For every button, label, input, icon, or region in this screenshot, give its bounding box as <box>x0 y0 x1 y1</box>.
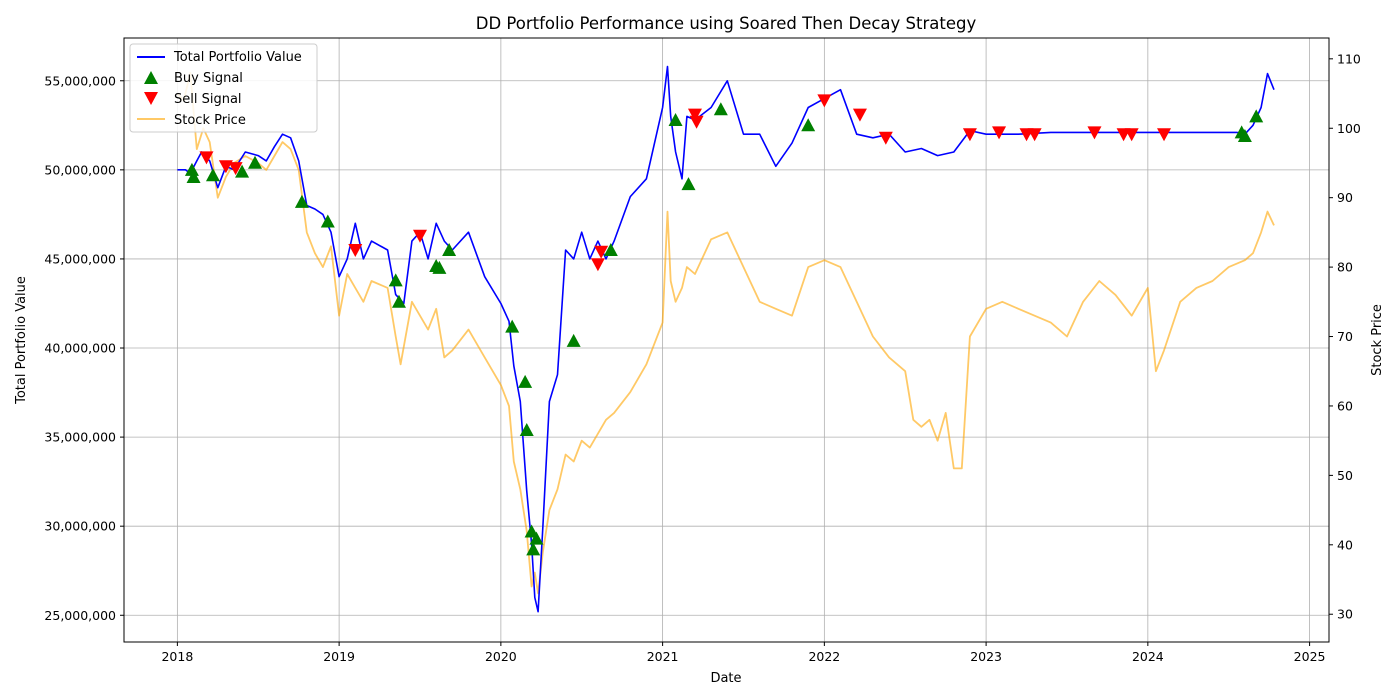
x-tick-label: 2021 <box>647 649 679 664</box>
x-tick-label: 2020 <box>485 649 517 664</box>
stock-price-line <box>176 71 1275 595</box>
sell-signal-marker <box>878 131 893 145</box>
y2-tick-label: 110 <box>1337 51 1361 66</box>
y2-tick-label: 60 <box>1337 398 1353 413</box>
sell-signal-marker <box>594 245 609 259</box>
legend-box <box>129 43 318 133</box>
buy-signal-marker <box>186 169 201 183</box>
sell-signal-marker <box>1027 128 1042 142</box>
sell-signal-marker <box>228 162 243 176</box>
buy-signal-marker <box>442 243 457 257</box>
x-tick-label: 2019 <box>323 649 355 664</box>
stock-price-layer <box>176 71 1275 595</box>
x-tick-layer: 2018 2019 2020 2021 2022 2023 2024 2025 <box>161 642 1325 664</box>
y-tick-label: 45,000,000 <box>44 251 116 266</box>
sell-signal-marker <box>817 94 832 108</box>
y-tick-label: 40,000,000 <box>44 341 116 356</box>
y2-tick-label: 90 <box>1337 190 1353 205</box>
y2-axis-label: Stock Price <box>1370 304 1385 376</box>
y2-tick-label: 80 <box>1337 260 1353 275</box>
buy-signal-marker <box>519 422 534 436</box>
x-tick-label: 2022 <box>808 649 840 664</box>
buy-signal-marker <box>432 260 447 274</box>
y-tick-label: 25,000,000 <box>44 608 116 623</box>
buy-signal-marker <box>529 531 544 545</box>
legend-portfolio-label: Total Portfolio Value <box>173 50 302 65</box>
buy-signal-marker <box>294 194 309 208</box>
x-tick-label: 2024 <box>1132 649 1164 664</box>
buy-signal-marker <box>248 155 263 169</box>
buy-signal-marker <box>1237 128 1252 142</box>
sell-signal-marker <box>687 108 702 122</box>
buy-signal-marker <box>518 374 533 388</box>
buy-signal-marker <box>668 112 683 126</box>
y2-tick-label: 50 <box>1337 468 1353 483</box>
buy-signal-marker <box>801 118 816 132</box>
y2-tick-label: 100 <box>1337 121 1361 136</box>
sell-signal-marker <box>689 115 704 129</box>
buy-signal-marker <box>566 333 581 347</box>
sell-signal-marker <box>1087 126 1102 140</box>
buy-signal-marker <box>1249 109 1264 123</box>
legend-buy-label: Buy Signal <box>174 71 243 86</box>
sell-signal-marker <box>962 128 977 142</box>
y-axis-label: Total Portfolio Value <box>14 276 29 405</box>
buy-signal-marker <box>184 162 199 176</box>
buy-signal-marker <box>388 273 403 287</box>
legend-buy-swatch <box>144 71 158 84</box>
portfolio-value-line <box>177 65 1275 613</box>
sell-signal-marker <box>1124 128 1139 142</box>
y-tick-label: 50,000,000 <box>44 162 116 177</box>
x-axis-label: Date <box>710 671 741 686</box>
buy-signal-marker <box>205 168 220 182</box>
buy-signal-marker <box>320 214 335 228</box>
grid-layer <box>124 38 1329 642</box>
x-tick-label: 2023 <box>970 649 1002 664</box>
buy-signal-marker <box>391 294 406 308</box>
buy-signal-marker <box>526 542 541 556</box>
x-tick-label: 2018 <box>161 649 193 664</box>
y2-tick-label: 30 <box>1337 607 1353 622</box>
legend: Total Portfolio Value Buy Signal Sell Si… <box>129 43 318 133</box>
sell-signal-marker <box>412 229 427 243</box>
y-tick-label: 35,000,000 <box>44 430 116 445</box>
sell-signal-marker <box>199 151 214 165</box>
y-tick-label: 30,000,000 <box>44 519 116 534</box>
sell-signal-marker <box>992 126 1007 140</box>
legend-sell-swatch <box>144 92 158 105</box>
buy-signal-marker <box>235 164 250 178</box>
sell-signal-marker <box>348 244 363 258</box>
y2-tick-label: 40 <box>1337 537 1353 552</box>
sell-signal-marker <box>1157 128 1172 142</box>
legend-sell-label: Sell Signal <box>174 92 242 107</box>
sell-signal-marker <box>590 258 605 272</box>
buy-signal-marker <box>505 319 520 333</box>
y2-tick-layer: 30 40 50 60 70 80 90 100 110 <box>1329 51 1361 622</box>
buy-signal-marker <box>713 102 728 116</box>
portfolio-value-layer <box>177 65 1275 613</box>
sell-signal-marker <box>852 108 867 122</box>
signal-marker-layer <box>184 94 1264 556</box>
y2-tick-label: 70 <box>1337 329 1353 344</box>
buy-signal-marker <box>603 243 618 257</box>
chart-title: DD Portfolio Performance using Soared Th… <box>476 14 977 33</box>
x-tick-label: 2025 <box>1294 649 1326 664</box>
y-tick-label: 55,000,000 <box>44 73 116 88</box>
buy-signal-marker <box>681 177 696 191</box>
y-tick-layer: 25,000,000 30,000,000 35,000,000 40,000,000… <box>44 73 124 623</box>
legend-stock-label: Stock Price <box>174 113 246 128</box>
plot-frame <box>123 37 1330 643</box>
